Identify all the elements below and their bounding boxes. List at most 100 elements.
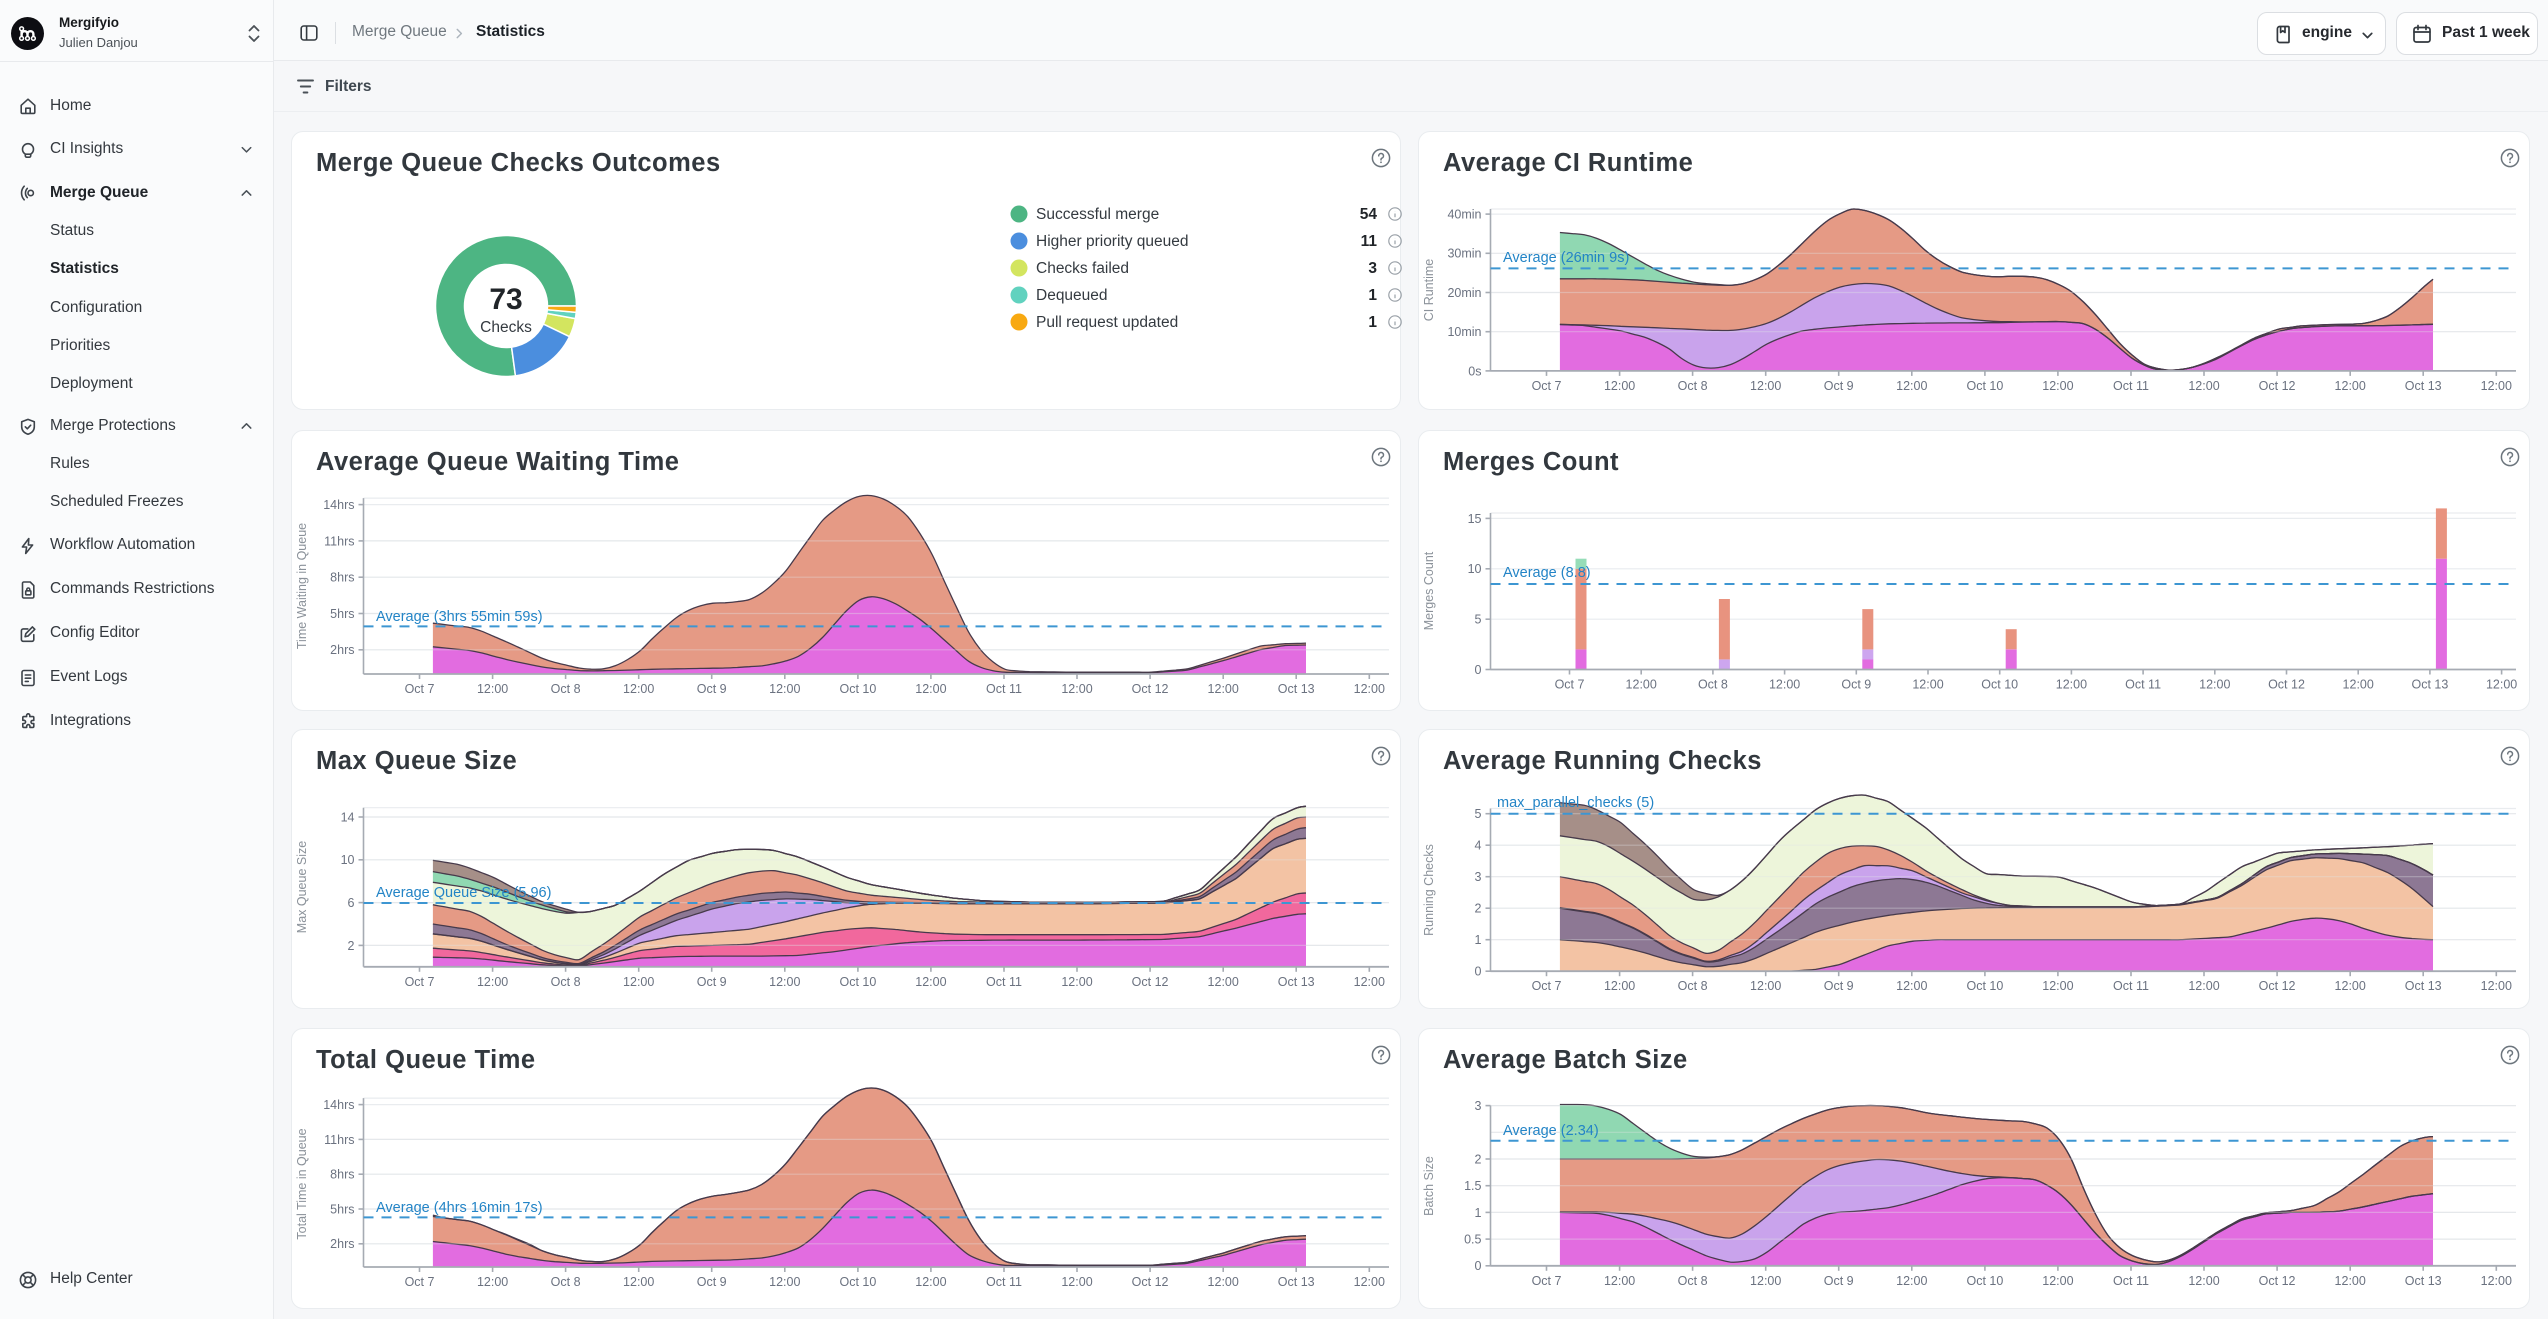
svg-text:1: 1 bbox=[1475, 1205, 1482, 1219]
svg-text:1: 1 bbox=[1368, 314, 1377, 331]
svg-text:2: 2 bbox=[1475, 1152, 1482, 1166]
svg-text:Oct 7: Oct 7 bbox=[405, 682, 435, 696]
svg-text:8hrs: 8hrs bbox=[330, 571, 354, 585]
svg-text:5hrs: 5hrs bbox=[330, 607, 354, 621]
svg-text:12:00: 12:00 bbox=[2042, 1273, 2073, 1287]
svg-text:12:00: 12:00 bbox=[1354, 974, 1385, 988]
svg-text:Oct 8: Oct 8 bbox=[1698, 678, 1728, 692]
svg-text:12:00: 12:00 bbox=[2188, 379, 2219, 393]
svg-text:Oct 9: Oct 9 bbox=[1824, 979, 1854, 993]
svg-text:Total Time in Queue: Total Time in Queue bbox=[295, 1128, 309, 1239]
svg-text:Oct 12: Oct 12 bbox=[1132, 1275, 1169, 1289]
svg-text:11hrs: 11hrs bbox=[324, 534, 354, 548]
svg-text:12:00: 12:00 bbox=[623, 682, 654, 696]
svg-text:Oct 10: Oct 10 bbox=[1966, 979, 2003, 993]
svg-text:1.5: 1.5 bbox=[1464, 1179, 1481, 1193]
svg-text:54: 54 bbox=[1360, 206, 1378, 223]
svg-text:10: 10 bbox=[341, 853, 355, 867]
svg-text:Oct 9: Oct 9 bbox=[697, 1275, 727, 1289]
svg-text:10: 10 bbox=[1468, 562, 1482, 576]
svg-text:12:00: 12:00 bbox=[1896, 379, 1927, 393]
svg-text:12:00: 12:00 bbox=[2481, 1273, 2512, 1287]
svg-text:40min: 40min bbox=[1447, 208, 1481, 222]
svg-text:Dequeued: Dequeued bbox=[1036, 287, 1108, 304]
svg-text:5: 5 bbox=[1475, 807, 1482, 821]
svg-text:12:00: 12:00 bbox=[2343, 678, 2374, 692]
svg-text:Oct 13: Oct 13 bbox=[1278, 682, 1315, 696]
svg-text:14hrs: 14hrs bbox=[323, 498, 354, 512]
svg-text:0s: 0s bbox=[1468, 364, 1481, 378]
svg-text:Oct 11: Oct 11 bbox=[986, 682, 1022, 696]
svg-text:Checks: Checks bbox=[480, 319, 532, 336]
svg-text:12:00: 12:00 bbox=[769, 974, 800, 988]
svg-text:12:00: 12:00 bbox=[623, 974, 654, 988]
svg-text:Average (26min 9s): Average (26min 9s) bbox=[1503, 250, 1629, 266]
svg-text:Oct 13: Oct 13 bbox=[2405, 379, 2442, 393]
svg-text:12:00: 12:00 bbox=[2188, 1273, 2219, 1287]
svg-text:Max Queue Size: Max Queue Size bbox=[295, 840, 309, 932]
svg-text:12:00: 12:00 bbox=[1061, 682, 1092, 696]
svg-text:Oct 13: Oct 13 bbox=[2411, 678, 2448, 692]
svg-text:20min: 20min bbox=[1447, 286, 1481, 300]
svg-text:12:00: 12:00 bbox=[1750, 1273, 1781, 1287]
svg-text:Oct 11: Oct 11 bbox=[2113, 979, 2149, 993]
svg-text:Oct 12: Oct 12 bbox=[2259, 379, 2296, 393]
svg-text:12:00: 12:00 bbox=[915, 682, 946, 696]
svg-text:max_parallel_checks (5): max_parallel_checks (5) bbox=[1497, 795, 1654, 811]
svg-text:2hrs: 2hrs bbox=[330, 1237, 354, 1251]
svg-text:11hrs: 11hrs bbox=[324, 1132, 354, 1146]
svg-text:Oct 8: Oct 8 bbox=[1678, 379, 1708, 393]
svg-text:Oct 12: Oct 12 bbox=[1132, 682, 1169, 696]
svg-text:12:00: 12:00 bbox=[1061, 974, 1092, 988]
svg-text:12:00: 12:00 bbox=[2481, 379, 2512, 393]
svg-text:12:00: 12:00 bbox=[477, 974, 508, 988]
svg-text:12:00: 12:00 bbox=[2486, 678, 2517, 692]
svg-text:Oct 11: Oct 11 bbox=[986, 974, 1022, 988]
svg-text:Oct 13: Oct 13 bbox=[1278, 1275, 1315, 1289]
svg-text:12:00: 12:00 bbox=[1604, 1273, 1635, 1287]
svg-text:14hrs: 14hrs bbox=[323, 1098, 354, 1112]
svg-text:Oct 13: Oct 13 bbox=[2405, 1273, 2442, 1287]
svg-text:6: 6 bbox=[348, 896, 355, 910]
svg-text:Average (3hrs 55min 59s): Average (3hrs 55min 59s) bbox=[376, 609, 543, 625]
svg-text:Oct 11: Oct 11 bbox=[2125, 678, 2161, 692]
svg-text:Oct 8: Oct 8 bbox=[551, 682, 581, 696]
svg-text:12:00: 12:00 bbox=[2056, 678, 2087, 692]
svg-text:10min: 10min bbox=[1447, 325, 1481, 339]
svg-text:0: 0 bbox=[1475, 1259, 1482, 1273]
svg-text:12:00: 12:00 bbox=[769, 1275, 800, 1289]
svg-text:12:00: 12:00 bbox=[2199, 678, 2230, 692]
svg-text:Oct 11: Oct 11 bbox=[2113, 1273, 2149, 1287]
svg-text:14: 14 bbox=[341, 810, 355, 824]
svg-text:Oct 8: Oct 8 bbox=[551, 1275, 581, 1289]
svg-text:0.5: 0.5 bbox=[1464, 1232, 1481, 1246]
svg-text:CI Runtime: CI Runtime bbox=[1422, 259, 1436, 322]
svg-text:12:00: 12:00 bbox=[769, 682, 800, 696]
svg-text:Oct 8: Oct 8 bbox=[1678, 979, 1708, 993]
svg-text:Oct 9: Oct 9 bbox=[1824, 379, 1854, 393]
svg-text:12:00: 12:00 bbox=[1354, 682, 1385, 696]
svg-text:Oct 10: Oct 10 bbox=[839, 1275, 876, 1289]
svg-text:Oct 7: Oct 7 bbox=[1532, 979, 1562, 993]
svg-text:Successful merge: Successful merge bbox=[1036, 206, 1159, 223]
svg-text:12:00: 12:00 bbox=[1061, 1275, 1092, 1289]
svg-text:Oct 12: Oct 12 bbox=[2268, 678, 2305, 692]
svg-text:Running Checks: Running Checks bbox=[1422, 844, 1436, 936]
svg-text:12:00: 12:00 bbox=[1604, 379, 1635, 393]
svg-text:Oct 12: Oct 12 bbox=[2259, 979, 2296, 993]
svg-text:Average (2.34): Average (2.34) bbox=[1503, 1123, 1599, 1139]
svg-text:Oct 8: Oct 8 bbox=[551, 974, 581, 988]
svg-text:12:00: 12:00 bbox=[2188, 979, 2219, 993]
svg-text:4: 4 bbox=[1475, 838, 1482, 852]
svg-text:1: 1 bbox=[1368, 287, 1377, 304]
svg-text:Oct 13: Oct 13 bbox=[1278, 974, 1315, 988]
svg-text:12:00: 12:00 bbox=[915, 1275, 946, 1289]
svg-text:8hrs: 8hrs bbox=[330, 1167, 354, 1181]
svg-text:Average (4hrs 16min 17s): Average (4hrs 16min 17s) bbox=[376, 1200, 543, 1216]
svg-text:12:00: 12:00 bbox=[623, 1275, 654, 1289]
svg-text:Oct 9: Oct 9 bbox=[1841, 678, 1871, 692]
svg-text:Oct 11: Oct 11 bbox=[986, 1275, 1022, 1289]
svg-text:12:00: 12:00 bbox=[1604, 979, 1635, 993]
svg-text:Merges Count: Merges Count bbox=[1422, 551, 1436, 630]
svg-text:1: 1 bbox=[1475, 933, 1482, 947]
